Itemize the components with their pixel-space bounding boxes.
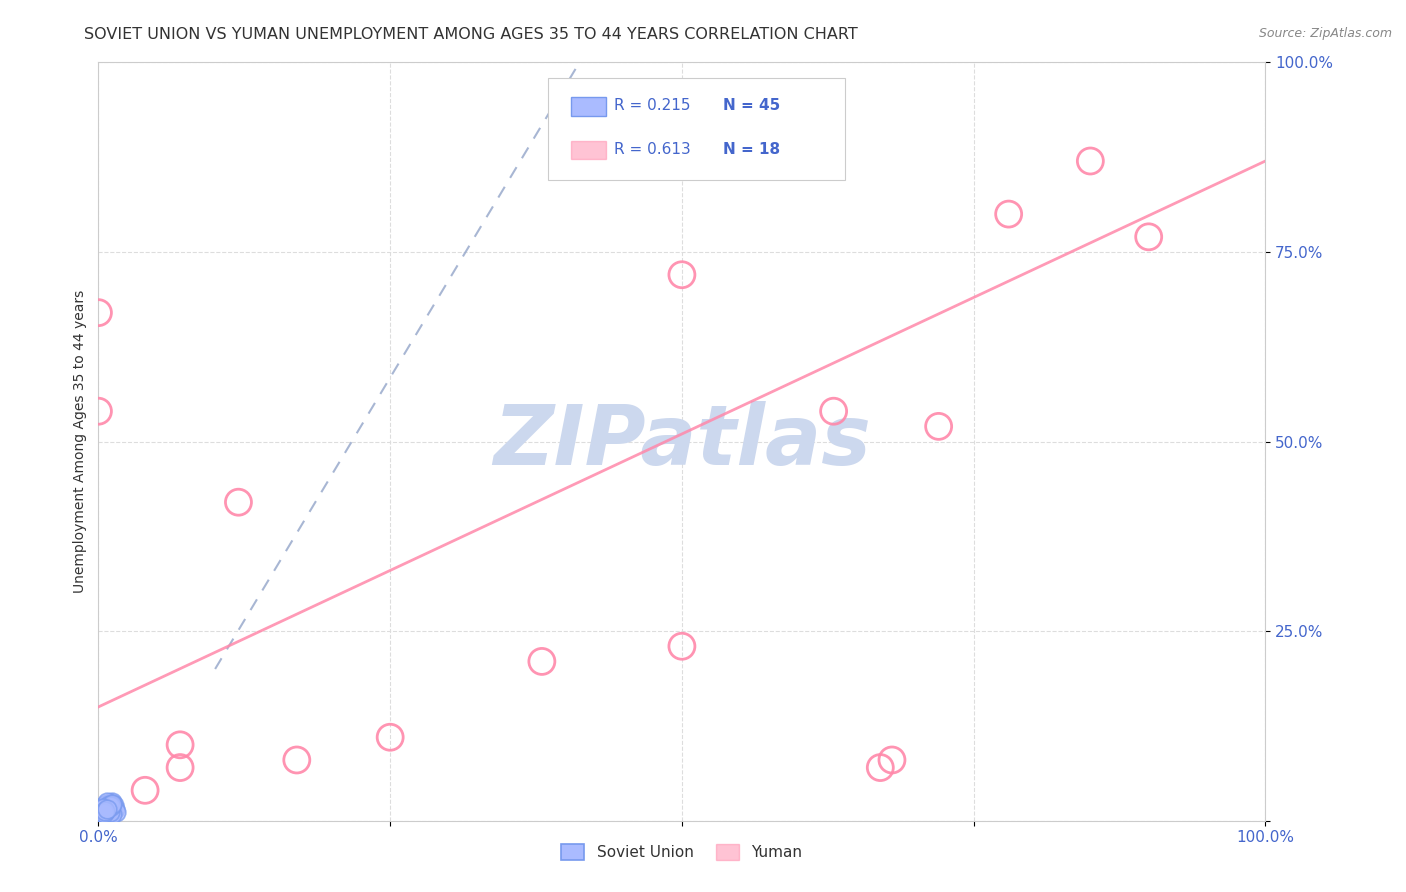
Point — [228, 495, 250, 509]
Point — [869, 760, 891, 774]
Point — [91, 803, 114, 817]
Point — [380, 730, 402, 744]
Text: Source: ZipAtlas.com: Source: ZipAtlas.com — [1258, 27, 1392, 40]
Point — [169, 760, 191, 774]
Point — [87, 404, 110, 418]
Point — [101, 806, 124, 821]
Point — [90, 806, 112, 821]
Point — [93, 801, 115, 815]
Point — [94, 804, 117, 818]
Point — [104, 802, 127, 816]
Point — [101, 797, 124, 811]
Point — [100, 796, 122, 810]
Point — [530, 655, 553, 669]
Point — [101, 805, 124, 820]
Point — [90, 805, 112, 820]
Text: SOVIET UNION VS YUMAN UNEMPLOYMENT AMONG AGES 35 TO 44 YEARS CORRELATION CHART: SOVIET UNION VS YUMAN UNEMPLOYMENT AMONG… — [84, 27, 858, 42]
Point — [97, 801, 120, 815]
Point — [96, 801, 118, 815]
Point — [91, 806, 114, 821]
Point — [97, 803, 120, 817]
Point — [97, 802, 120, 816]
Point — [96, 800, 118, 814]
Point — [98, 797, 121, 812]
Point — [93, 800, 115, 814]
Point — [98, 800, 121, 814]
Point — [103, 798, 125, 813]
Text: ZIPatlas: ZIPatlas — [494, 401, 870, 482]
Point — [1080, 153, 1102, 168]
Y-axis label: Unemployment Among Ages 35 to 44 years: Unemployment Among Ages 35 to 44 years — [73, 290, 87, 593]
Point — [94, 804, 117, 818]
Point — [100, 801, 122, 815]
Bar — [571, 96, 606, 115]
Point — [97, 798, 120, 813]
Point — [93, 804, 115, 818]
Point — [823, 404, 845, 418]
Point — [94, 798, 117, 813]
Text: N = 45: N = 45 — [723, 98, 780, 113]
Point — [285, 753, 308, 767]
Point — [104, 805, 127, 819]
Point — [91, 805, 114, 819]
Text: R = 0.613: R = 0.613 — [614, 142, 690, 157]
Point — [97, 801, 120, 815]
Point — [98, 801, 121, 815]
Point — [1137, 229, 1160, 244]
Point — [97, 799, 120, 814]
Point — [96, 801, 118, 815]
Point — [97, 804, 120, 818]
Point — [94, 799, 117, 814]
Point — [91, 801, 114, 815]
Point — [90, 802, 112, 816]
FancyBboxPatch shape — [548, 78, 845, 180]
Point — [96, 796, 118, 810]
Point — [880, 753, 903, 767]
Point — [928, 419, 950, 434]
Point — [94, 803, 117, 817]
Point — [997, 207, 1019, 221]
Point — [93, 802, 115, 816]
Point — [96, 797, 118, 811]
Point — [169, 738, 191, 752]
Point — [87, 305, 110, 319]
Text: R = 0.215: R = 0.215 — [614, 98, 690, 113]
Point — [134, 783, 156, 797]
Bar — [571, 141, 606, 160]
Point — [101, 795, 124, 809]
Point — [93, 806, 115, 821]
Point — [671, 268, 693, 282]
Legend: Soviet Union, Yuman: Soviet Union, Yuman — [555, 838, 808, 866]
Point — [98, 805, 121, 819]
Point — [90, 807, 112, 822]
Text: N = 18: N = 18 — [723, 142, 780, 157]
Point — [100, 799, 122, 814]
Point — [671, 639, 693, 653]
Point — [100, 797, 122, 812]
